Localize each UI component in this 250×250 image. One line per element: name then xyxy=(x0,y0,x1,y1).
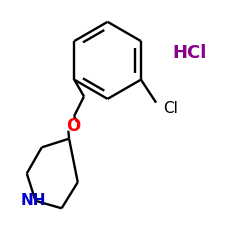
Text: NH: NH xyxy=(20,193,46,208)
Text: HCl: HCl xyxy=(172,44,207,62)
Text: Cl: Cl xyxy=(164,101,178,116)
Text: O: O xyxy=(66,117,80,135)
